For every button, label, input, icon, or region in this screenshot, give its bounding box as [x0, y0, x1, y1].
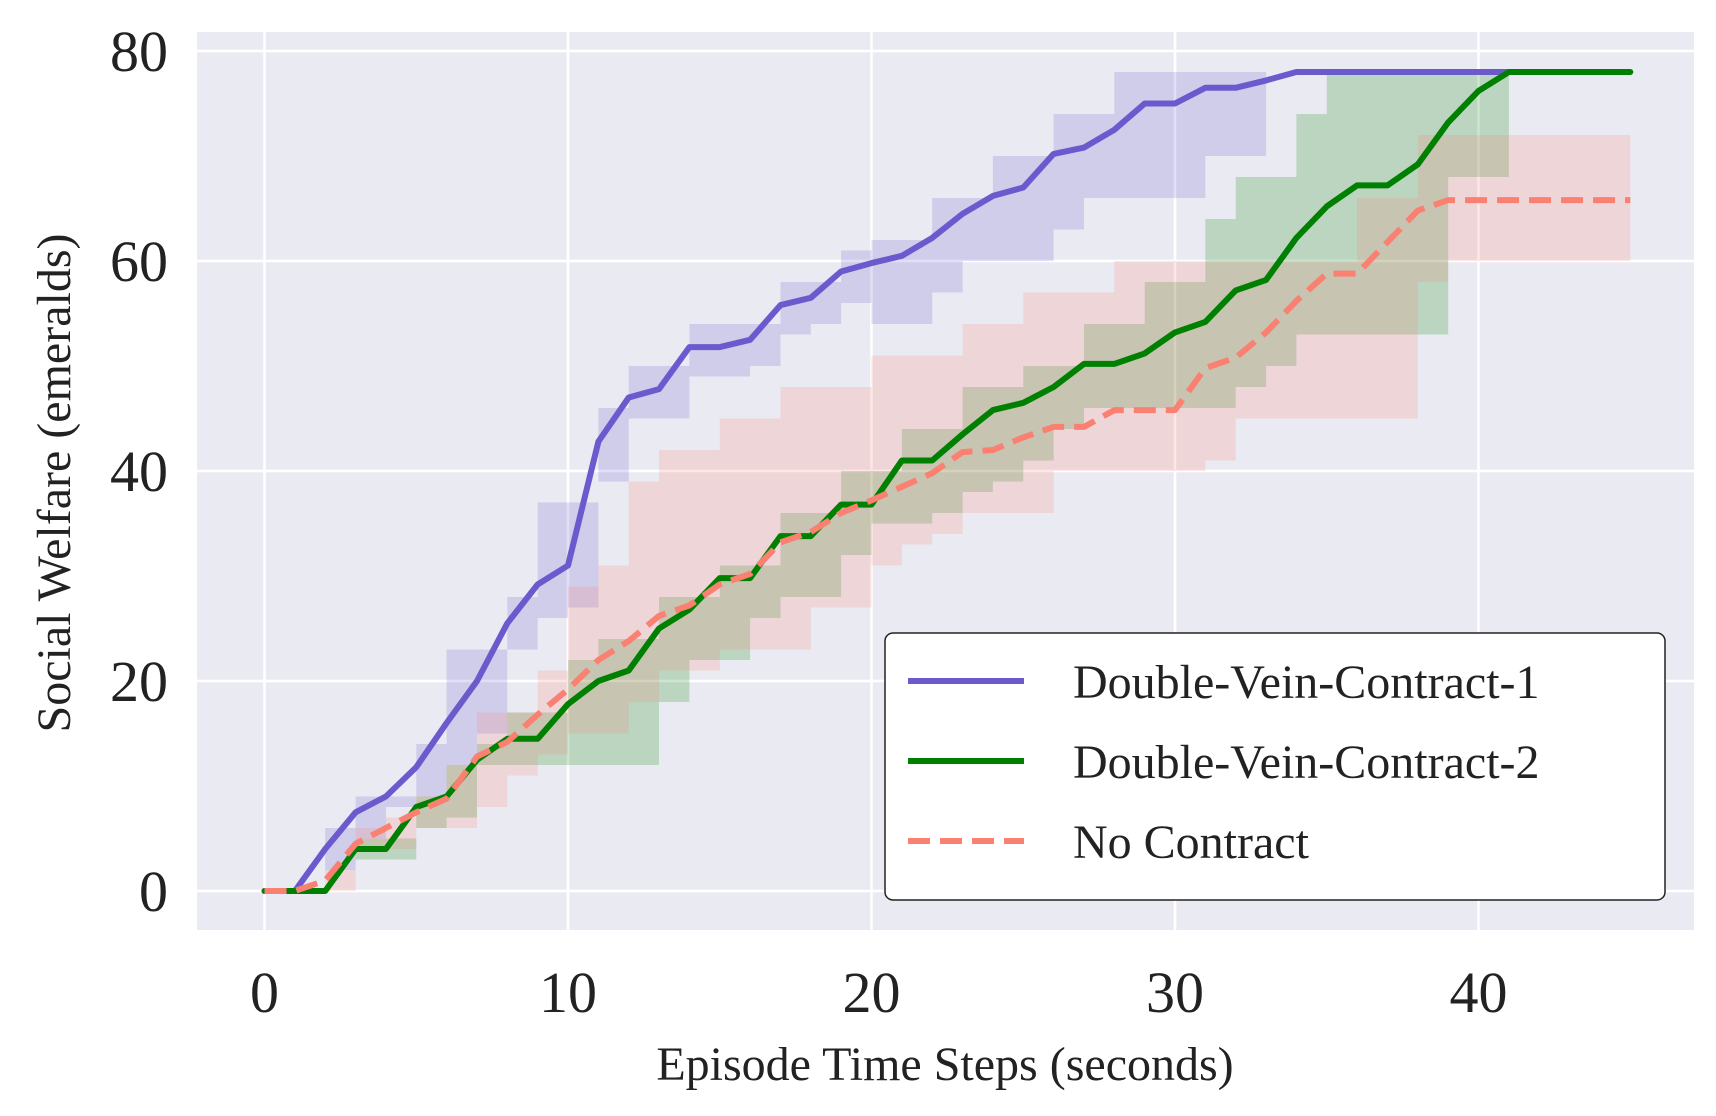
confidence-band — [264, 72, 1631, 891]
confidence-band — [264, 135, 1631, 891]
legend: Double-Vein-Contract-1 Double-Vein-Contra… — [884, 632, 1666, 901]
legend-label: No Contract — [1073, 816, 1310, 869]
series-line — [261, 69, 1512, 894]
legend-label: Double-Vein-Contract-2 — [1073, 736, 1540, 789]
y-tick-labels: 0 20 40 60 80 — [110, 19, 168, 924]
y-tick-label: 80 — [110, 19, 168, 84]
x-tick-label: 20 — [843, 960, 901, 1025]
x-tick-label: 10 — [539, 960, 597, 1025]
x-axis-title: Episode Time Steps (seconds) — [656, 1038, 1233, 1091]
y-tick-label: 0 — [139, 859, 168, 924]
y-tick-label: 40 — [110, 439, 168, 504]
legend-box — [884, 632, 1666, 901]
x-tick-label: 30 — [1146, 960, 1204, 1025]
legend-label: Double-Vein-Contract-1 — [1073, 656, 1540, 709]
x-tick-label: 40 — [1450, 960, 1508, 1025]
y-tick-label: 20 — [110, 649, 168, 714]
x-tick-labels: 0 10 20 30 40 — [250, 960, 1508, 1025]
x-tick-label: 0 — [250, 960, 279, 1025]
y-tick-label: 60 — [110, 229, 168, 294]
series-lines — [261, 69, 1634, 894]
series-line — [261, 69, 1634, 894]
y-axis-title: Social Welfare (emeralds) — [28, 233, 81, 732]
